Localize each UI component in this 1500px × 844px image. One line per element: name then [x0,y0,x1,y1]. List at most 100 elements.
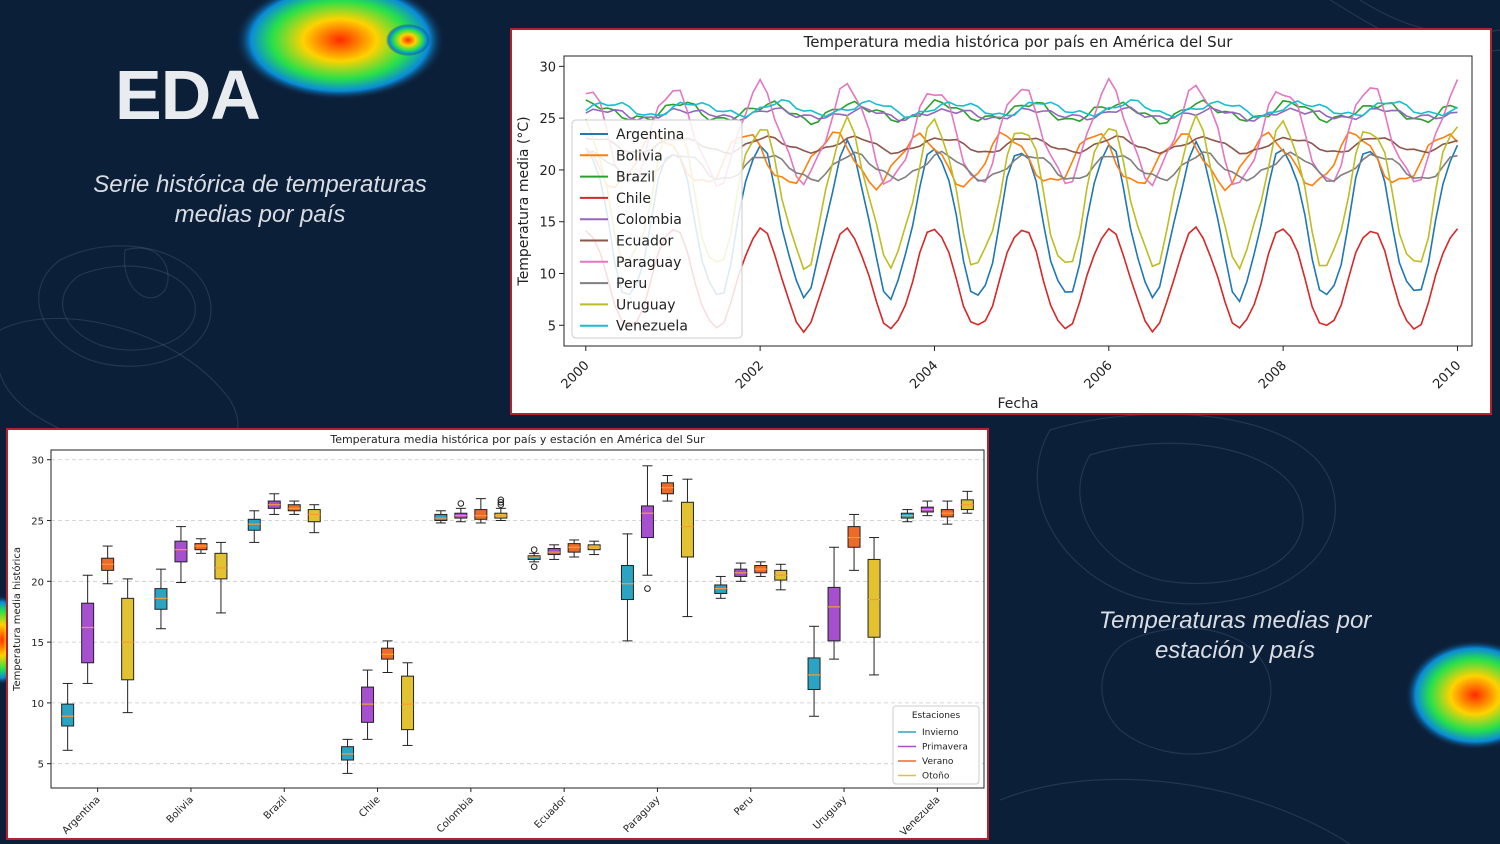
box-colombia-1 [454,500,468,523]
box-body [194,543,208,551]
legend-label: Verano [922,757,954,767]
box-body [620,565,634,601]
x-axis-label: Fecha [997,396,1038,412]
box-body [434,513,448,522]
box-body [154,588,168,610]
box-body [121,597,135,681]
x-tick-label: Bolivia [165,794,196,825]
y-tick-label: 30 [31,456,44,467]
legend-label: Peru [616,276,647,292]
legend-label: Ecuador [616,234,673,250]
box-bolivia-1 [174,526,188,584]
x-tick-label: Colombia [435,794,476,835]
box-uruguay-2 [847,513,861,571]
box-peru-1 [734,562,748,582]
x-tick-label: 2002 [733,358,767,392]
y-tick-label: 15 [31,638,44,649]
outlier-point [530,563,538,571]
box-body [81,602,95,664]
outlier-point [457,500,465,507]
y-tick-label: 25 [31,517,44,528]
box-venezuela-3 [960,490,974,514]
legend-label: Invierno [922,728,959,738]
chart-title: Temperatura media histórica por país en … [803,33,1234,51]
x-tick-label: 2008 [1256,358,1290,392]
box-body [827,586,841,642]
box-body [867,558,881,638]
series-line-venezuela [585,98,1458,119]
box-chile-3 [401,662,415,746]
box-body [660,482,674,495]
legend-title: Estaciones [912,711,961,721]
y-tick-label: 25 [539,112,556,127]
outlier-point [497,496,505,504]
box-body [287,504,301,512]
box-chart-caption: Temperaturas medias por estación y país [1098,607,1372,664]
legend-box [892,705,980,785]
box-body [361,686,375,723]
box-brazil-1 [267,493,281,515]
box-body [381,647,395,660]
line-chart-caption: Serie histórica de temperaturas medias p… [93,171,427,228]
legend-label: Brazil [616,170,655,186]
box-brazil-3 [307,504,321,534]
x-tick-label: Venezuela [898,794,942,838]
box-paraguay-0 [620,533,634,642]
box-paraguay-1 [640,465,654,592]
box-peru-3 [774,563,788,591]
box-peru-2 [754,561,768,577]
box-body [341,746,355,761]
box-uruguay-1 [827,546,841,660]
x-tick-label: Ecuador [533,794,570,831]
box-ecuador-1 [547,544,561,560]
y-tick-label: 10 [31,699,44,710]
box-body [527,555,541,560]
y-tick-label: 10 [539,268,556,283]
y-axis-label: Temperatura media (°C) [516,116,532,286]
y-tick-label: 20 [539,164,556,179]
legend-label: Chile [616,191,651,207]
box-chile-0 [341,738,355,774]
legend-label: Otoño [922,772,950,782]
box-body [214,552,228,580]
legend-label: Uruguay [616,297,676,313]
box-body [174,540,188,563]
box-peru-0 [714,575,728,599]
box-bolivia-3 [214,541,228,614]
box-body [401,675,415,731]
y-tick-label: 20 [31,577,44,588]
box-colombia-0 [434,510,448,524]
box-body [61,703,75,727]
legend-label: Bolivia [616,148,663,164]
box-venezuela-2 [940,500,954,525]
outlier-point [497,501,505,509]
box-body [247,518,261,531]
x-tick-label: Brazil [262,794,290,822]
box-paraguay-3 [680,478,694,618]
box-venezuela-0 [900,509,914,523]
x-tick-label: Peru [732,794,756,818]
plot-area [50,449,985,789]
legend-box [571,119,743,339]
x-tick-label: 2006 [1082,358,1116,392]
x-tick-label: Paraguay [622,794,663,835]
x-tick-label: Argentina [60,794,102,836]
box-bolivia-0 [154,568,168,630]
chart-title: Temperatura media histórica por país y e… [329,433,705,446]
y-tick-label: 15 [539,216,556,231]
y-axis-label: Temperatura media histórica [11,547,23,692]
box-colombia-3 [494,496,508,522]
box-ecuador-2 [567,539,581,558]
box-argentina-0 [61,682,75,751]
legend-label: Venezuela [616,319,688,335]
x-tick-label: 2004 [907,358,941,392]
box-body [640,505,654,539]
plot-area [563,55,1473,347]
slide-title: EDA [115,56,261,134]
legend-label: Paraguay [616,255,681,271]
line-chart-panel: Temperatura media histórica por país en … [510,28,1492,415]
box-chile-2 [381,640,395,673]
x-tick-label: 2000 [559,358,593,392]
legend-label: Argentina [616,127,684,143]
